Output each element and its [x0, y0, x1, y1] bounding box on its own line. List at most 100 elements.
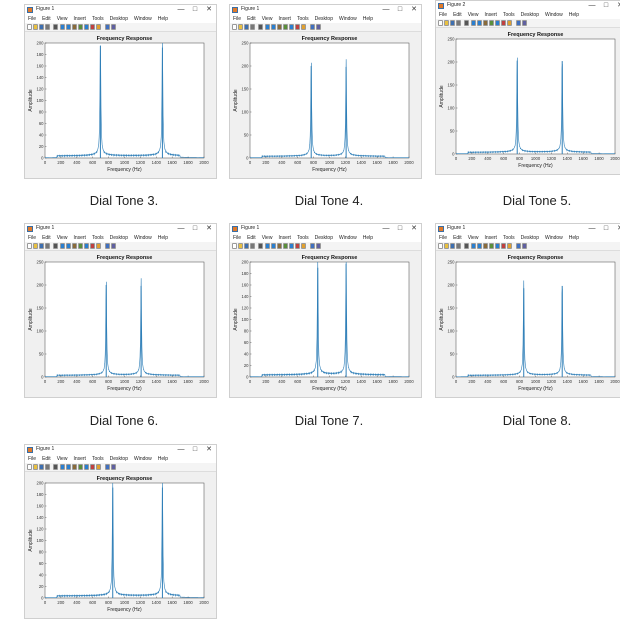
menu-tools[interactable]: Tools	[91, 456, 104, 462]
rotate-icon[interactable]	[489, 243, 494, 249]
pointer-icon[interactable]	[464, 20, 469, 26]
menu-help[interactable]: Help	[157, 456, 169, 462]
new-file-icon[interactable]	[27, 464, 32, 470]
zoom-in-icon[interactable]	[60, 24, 65, 30]
minimize-button[interactable]: —	[177, 446, 185, 453]
menu-insert[interactable]: Insert	[73, 16, 86, 22]
rotate-icon[interactable]	[78, 464, 83, 470]
close-button[interactable]: ✕	[206, 6, 212, 13]
close-button[interactable]: ✕	[206, 446, 212, 453]
menu-window[interactable]: Window	[133, 16, 152, 22]
menu-desktop[interactable]: Desktop	[314, 235, 333, 241]
print-icon[interactable]	[45, 464, 50, 470]
menu-desktop[interactable]: Desktop	[520, 235, 539, 241]
menu-insert[interactable]: Insert	[73, 235, 86, 241]
data-cursor-icon[interactable]	[84, 243, 89, 249]
pointer-icon[interactable]	[258, 243, 263, 249]
menu-window[interactable]: Window	[133, 235, 152, 241]
open-folder-icon[interactable]	[444, 20, 449, 26]
menu-view[interactable]: View	[467, 12, 479, 18]
save-icon[interactable]	[450, 20, 455, 26]
data-cursor-icon[interactable]	[495, 243, 500, 249]
menu-view[interactable]: View	[261, 16, 273, 22]
data-cursor-icon[interactable]	[289, 24, 294, 30]
print-icon[interactable]	[456, 20, 461, 26]
open-folder-icon[interactable]	[444, 243, 449, 249]
zoom-out-icon[interactable]	[66, 464, 71, 470]
menu-edit[interactable]: Edit	[42, 235, 51, 241]
new-file-icon[interactable]	[27, 24, 32, 30]
menu-tools[interactable]: Tools	[296, 235, 309, 241]
brush-icon[interactable]	[90, 243, 95, 249]
zoom-out-icon[interactable]	[66, 243, 71, 249]
pan-icon[interactable]	[483, 243, 488, 249]
menu-view[interactable]: View	[261, 235, 273, 241]
close-button[interactable]: ✕	[613, 1, 620, 11]
menu-edit[interactable]: Edit	[247, 235, 256, 241]
pointer-icon[interactable]	[53, 243, 58, 249]
new-file-icon[interactable]	[438, 243, 443, 249]
menu-window[interactable]: Window	[544, 235, 563, 241]
brush-icon[interactable]	[501, 243, 506, 249]
new-file-icon[interactable]	[27, 243, 32, 249]
print-icon[interactable]	[250, 243, 255, 249]
menu-insert[interactable]: Insert	[484, 12, 497, 18]
brush-icon[interactable]	[90, 24, 95, 30]
rotate-icon[interactable]	[78, 243, 83, 249]
menu-help[interactable]: Help	[157, 16, 169, 22]
axes-box[interactable]	[455, 261, 616, 378]
rotate-icon[interactable]	[78, 24, 83, 30]
rotate-icon[interactable]	[489, 20, 494, 26]
colorbar-icon[interactable]	[301, 243, 306, 249]
axes-box[interactable]	[44, 482, 205, 599]
data-cursor-icon[interactable]	[84, 464, 89, 470]
zoom-out-icon[interactable]	[66, 24, 71, 30]
maximize-button[interactable]: □	[192, 6, 198, 13]
menu-desktop[interactable]: Desktop	[109, 456, 128, 462]
pan-icon[interactable]	[72, 464, 77, 470]
property-editor-icon[interactable]	[316, 24, 321, 30]
open-folder-icon[interactable]	[33, 464, 38, 470]
data-cursor-icon[interactable]	[289, 243, 294, 249]
menu-desktop[interactable]: Desktop	[520, 12, 539, 18]
menu-insert[interactable]: Insert	[484, 235, 497, 241]
minimize-button[interactable]: —	[177, 6, 185, 13]
pan-icon[interactable]	[483, 20, 488, 26]
zoom-in-icon[interactable]	[265, 243, 270, 249]
maximize-button[interactable]: □	[397, 6, 403, 13]
colorbar-icon[interactable]	[96, 464, 101, 470]
menu-view[interactable]: View	[56, 16, 68, 22]
menu-view[interactable]: View	[467, 235, 479, 241]
data-cursor-icon[interactable]	[84, 24, 89, 30]
colorbar-icon[interactable]	[96, 24, 101, 30]
maximize-button[interactable]: □	[603, 225, 609, 232]
property-editor-icon[interactable]	[111, 24, 116, 30]
axes-box[interactable]	[44, 42, 205, 159]
menu-file[interactable]: File	[28, 456, 37, 462]
pan-icon[interactable]	[277, 243, 282, 249]
new-file-icon[interactable]	[232, 24, 237, 30]
rotate-icon[interactable]	[283, 24, 288, 30]
colorbar-icon[interactable]	[96, 243, 101, 249]
menu-help[interactable]: Help	[362, 235, 374, 241]
data-cursor-icon[interactable]	[495, 20, 500, 26]
minimize-button[interactable]: —	[588, 2, 596, 9]
zoom-in-icon[interactable]	[265, 24, 270, 30]
colorbar-icon[interactable]	[507, 243, 512, 249]
zoom-out-icon[interactable]	[271, 24, 276, 30]
zoom-out-icon[interactable]	[271, 243, 276, 249]
menu-file[interactable]: File	[233, 235, 242, 241]
menu-desktop[interactable]: Desktop	[109, 235, 128, 241]
brush-icon[interactable]	[295, 24, 300, 30]
save-icon[interactable]	[39, 243, 44, 249]
menu-edit[interactable]: Edit	[453, 235, 462, 241]
zoom-in-icon[interactable]	[60, 243, 65, 249]
open-folder-icon[interactable]	[33, 243, 38, 249]
open-folder-icon[interactable]	[33, 24, 38, 30]
save-icon[interactable]	[450, 243, 455, 249]
close-button[interactable]: ✕	[411, 225, 417, 232]
brush-icon[interactable]	[501, 20, 506, 26]
colorbar-icon[interactable]	[301, 24, 306, 30]
menu-window[interactable]: Window	[544, 12, 563, 18]
menu-file[interactable]: File	[233, 16, 242, 22]
